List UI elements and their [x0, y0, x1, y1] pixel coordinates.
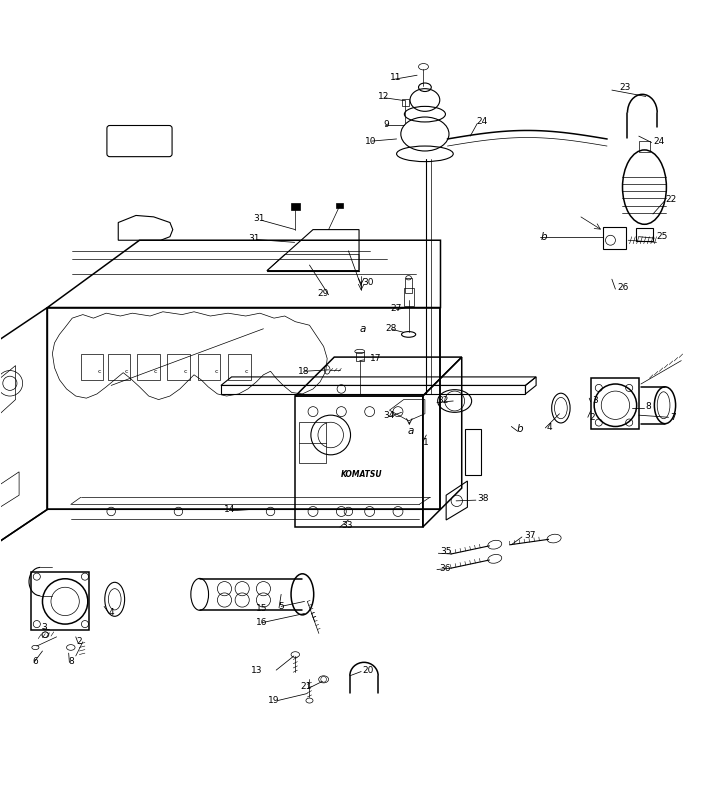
Text: 24: 24 — [476, 118, 487, 126]
Text: FWD: FWD — [126, 136, 153, 146]
Text: c: c — [214, 370, 218, 374]
Bar — [198, 353, 220, 381]
Text: 22: 22 — [665, 195, 677, 204]
Text: 7: 7 — [670, 413, 676, 422]
Bar — [638, 141, 650, 152]
Text: 9: 9 — [384, 120, 390, 130]
Text: 3: 3 — [41, 623, 47, 632]
Text: a: a — [359, 323, 365, 334]
Text: 33: 33 — [341, 521, 353, 530]
Bar — [356, 352, 364, 360]
Text: 4: 4 — [547, 423, 552, 433]
Bar — [402, 99, 409, 106]
Text: 31: 31 — [253, 214, 265, 224]
Text: 37: 37 — [524, 531, 535, 540]
Text: 35: 35 — [441, 547, 452, 557]
Text: 11: 11 — [390, 73, 402, 82]
Bar — [31, 571, 89, 630]
Text: 27: 27 — [390, 305, 402, 313]
Text: 31: 31 — [248, 234, 260, 243]
Text: 8: 8 — [646, 402, 651, 411]
Text: 24: 24 — [653, 137, 664, 145]
Text: c: c — [154, 370, 158, 374]
Text: a: a — [407, 426, 414, 436]
Bar — [404, 288, 414, 306]
Text: 12: 12 — [378, 92, 390, 101]
Text: 10: 10 — [365, 137, 377, 145]
Bar — [137, 353, 160, 381]
Text: 15: 15 — [255, 604, 267, 613]
Bar — [592, 378, 639, 429]
Text: c: c — [97, 370, 101, 374]
Text: 21: 21 — [300, 682, 311, 691]
Text: 8: 8 — [68, 657, 74, 666]
Text: 25: 25 — [656, 232, 668, 241]
Bar — [107, 353, 130, 381]
Bar — [295, 396, 423, 527]
FancyBboxPatch shape — [107, 126, 172, 157]
Text: c: c — [183, 370, 187, 374]
Text: 19: 19 — [268, 696, 279, 705]
Text: 6: 6 — [33, 657, 38, 666]
Text: c: c — [245, 370, 248, 374]
Text: 2: 2 — [77, 637, 82, 646]
Text: 30: 30 — [363, 278, 374, 287]
Bar — [465, 429, 481, 476]
Text: 23: 23 — [620, 83, 631, 93]
Text: b: b — [541, 232, 547, 242]
Text: 17: 17 — [370, 354, 381, 363]
Text: 20: 20 — [363, 666, 374, 674]
Text: b: b — [517, 425, 523, 434]
Text: 2: 2 — [589, 413, 595, 422]
Text: 32: 32 — [437, 396, 449, 406]
Bar — [336, 203, 343, 208]
Text: 1: 1 — [423, 437, 429, 447]
Text: 34: 34 — [383, 411, 395, 420]
Text: 16: 16 — [255, 618, 267, 627]
Text: 28: 28 — [385, 324, 397, 334]
Text: KOMATSU: KOMATSU — [341, 470, 383, 479]
Text: 36: 36 — [439, 564, 451, 572]
Text: 18: 18 — [298, 367, 309, 376]
Bar — [228, 353, 251, 381]
Text: 13: 13 — [250, 666, 262, 674]
Text: 5: 5 — [278, 602, 284, 611]
Bar — [405, 278, 412, 294]
Bar — [167, 353, 190, 381]
Text: 26: 26 — [618, 283, 629, 292]
Bar — [299, 422, 326, 463]
Bar — [636, 228, 653, 241]
Text: 4: 4 — [108, 608, 114, 616]
Bar — [604, 227, 626, 250]
Bar — [291, 203, 299, 210]
Text: c: c — [124, 370, 128, 374]
Text: 29: 29 — [317, 289, 328, 298]
Bar — [81, 353, 103, 381]
Text: 3: 3 — [593, 396, 599, 406]
Text: 14: 14 — [224, 505, 235, 514]
Text: 38: 38 — [477, 495, 489, 503]
